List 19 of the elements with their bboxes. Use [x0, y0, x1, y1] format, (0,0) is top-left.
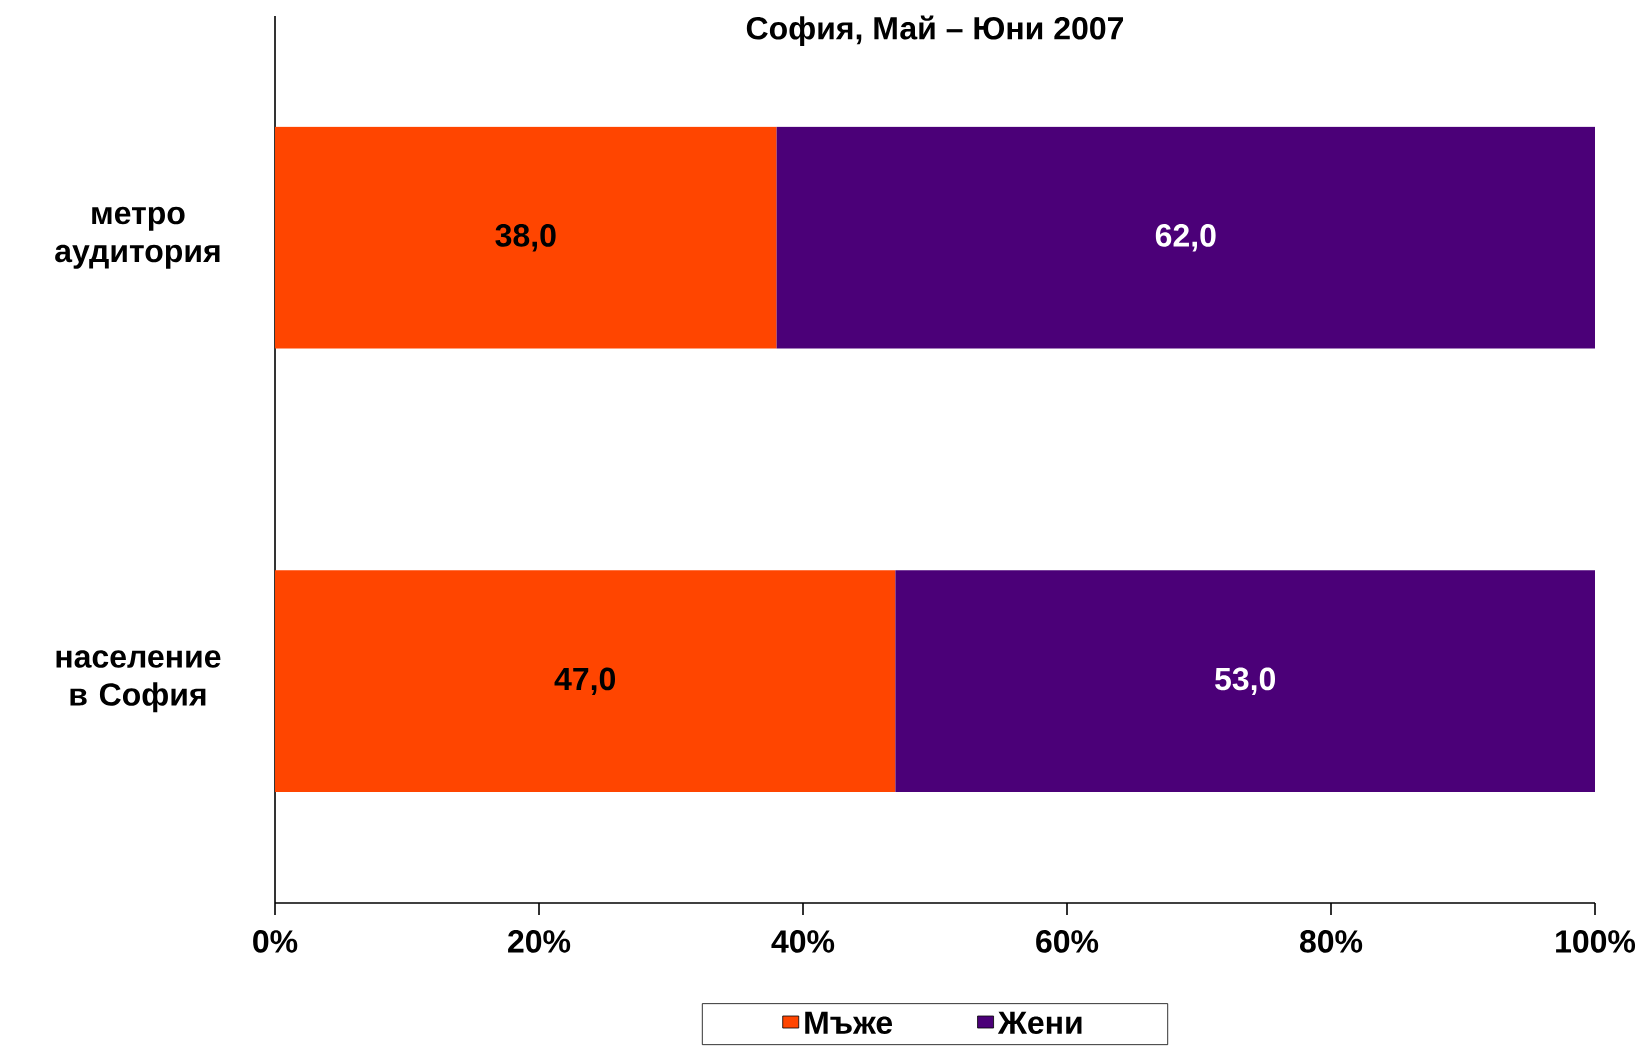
bar [275, 570, 896, 793]
y-tick-label: население в София [56, 650, 221, 713]
x-tick-label: 0% [253, 930, 298, 953]
bar [895, 570, 1595, 793]
legend-label: Жени [997, 1011, 1082, 1034]
bar [275, 126, 777, 349]
data-label: 62,0 [1155, 224, 1216, 252]
chart-title: София, Май – Юни 2007 [746, 15, 1124, 46]
x-tick-label: 60% [1036, 930, 1099, 953]
x-tick-label: 40% [771, 930, 835, 953]
data-label: 53,0 [1215, 667, 1276, 695]
x-tick-label: 20% [508, 930, 571, 953]
x-tick-label: 100% [1556, 930, 1636, 953]
data-label: 38,0 [495, 224, 556, 252]
data-label: 47,0 [554, 667, 616, 695]
legend-label: Мъже [805, 1011, 893, 1034]
bar [776, 126, 1595, 349]
x-tick-label: 80% [1299, 930, 1363, 953]
y-tick-label: метро аудитория [55, 206, 220, 269]
